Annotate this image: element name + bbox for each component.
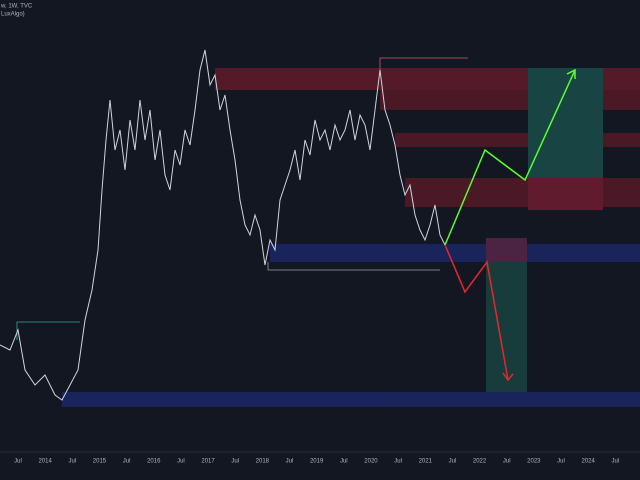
x-tick-label: 2024 xyxy=(581,459,595,465)
supply-zone xyxy=(405,178,640,207)
x-tick-label: Jul xyxy=(394,459,402,465)
indicator-info: LuxAlgo) xyxy=(1,12,25,18)
x-tick-label: 2022 xyxy=(473,459,487,465)
x-tick-label: Jul xyxy=(557,459,565,465)
x-tick-label: 2023 xyxy=(527,459,541,465)
bullish-path xyxy=(444,69,576,246)
x-tick-label: Jul xyxy=(503,459,511,465)
x-tick-label: Jul xyxy=(14,459,22,465)
stop-box xyxy=(528,178,603,210)
x-tick-label: Jul xyxy=(123,459,131,465)
stop-box xyxy=(486,238,527,262)
x-tick-label: Jul xyxy=(611,459,619,465)
x-tick-label: 2017 xyxy=(201,459,215,465)
levels xyxy=(16,57,468,340)
arrow-head xyxy=(502,372,514,382)
x-tick-label: 2018 xyxy=(256,459,270,465)
x-tick-label: 2016 xyxy=(147,459,161,465)
bearish-path xyxy=(444,244,509,381)
x-tick-label: Jul xyxy=(286,459,294,465)
x-tick-label: Jul xyxy=(449,459,457,465)
level-line xyxy=(16,321,80,340)
x-tick-label: 2021 xyxy=(419,459,433,465)
x-tick-label: Jul xyxy=(68,459,76,465)
x-tick-label: 2019 xyxy=(310,459,324,465)
x-tick-label: 2015 xyxy=(93,459,107,465)
price-line xyxy=(0,49,446,401)
x-axis: Jul 2014 Jul 2015 Jul 2016 Jul 2017 Jul 2018 Jul 20… xyxy=(14,459,619,465)
arrow-head xyxy=(566,68,576,79)
level-line xyxy=(379,57,468,70)
demand-zone xyxy=(270,244,640,262)
symbol-info: w, 1W, TVC xyxy=(0,4,33,10)
x-tick-label: Jul xyxy=(340,459,348,465)
x-tick-label: 2020 xyxy=(364,459,378,465)
demand-zone xyxy=(62,392,640,407)
x-tick-label: 2014 xyxy=(38,459,52,465)
zones xyxy=(62,68,640,407)
target-box xyxy=(528,68,603,178)
level-line xyxy=(267,262,440,271)
supply-zone xyxy=(395,133,640,147)
x-tick-label: Jul xyxy=(177,459,185,465)
x-tick-label: Jul xyxy=(231,459,239,465)
